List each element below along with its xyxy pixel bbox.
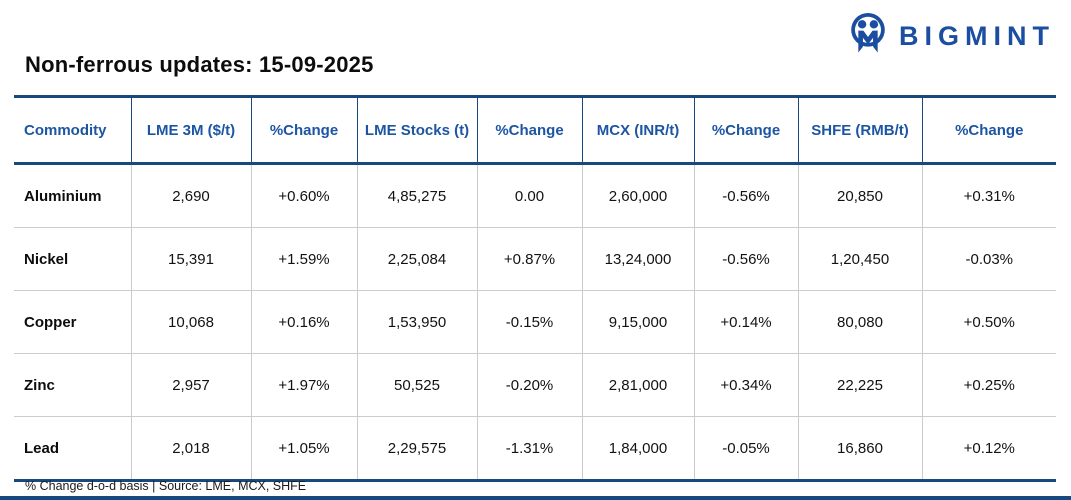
column-header-shfe-change: %Change	[921, 96, 1056, 165]
value-cell: 13,24,000	[581, 227, 694, 291]
footnote: % Change d-o-d basis | Source: LME, MCX,…	[25, 479, 307, 493]
value-cell: +0.31%	[921, 163, 1056, 228]
column-header-mcx: MCX (INR/t)	[581, 96, 694, 165]
table-row: Lead 2,018 +1.05% 2,29,575 -1.31% 1,84,000 -0.…	[14, 416, 1056, 481]
value-cell: 2,29,575	[356, 416, 477, 481]
value-cell: +1.05%	[250, 416, 357, 481]
value-cell: +1.59%	[250, 227, 357, 291]
value-cell: +0.12%	[921, 416, 1056, 481]
value-cell: +0.87%	[476, 227, 582, 291]
value-cell: -0.20%	[476, 353, 582, 417]
column-header-lme-stocks: LME Stocks (t)	[356, 96, 477, 165]
value-cell: 2,25,084	[356, 227, 477, 291]
value-cell: 22,225	[797, 353, 922, 417]
value-cell: +0.34%	[693, 353, 798, 417]
value-cell: +0.16%	[250, 290, 357, 354]
table-body: Aluminium 2,690 +0.60% 4,85,275 0.00 2,60,000…	[14, 163, 1056, 481]
column-header-lme-change: %Change	[250, 96, 357, 165]
value-cell: 20,850	[797, 163, 922, 228]
bottom-accent-bar	[0, 496, 1071, 500]
bigmint-logo: BIGMINT	[847, 10, 1055, 63]
value-cell: 1,20,450	[797, 227, 922, 291]
value-cell: +0.14%	[693, 290, 798, 354]
value-cell: 0.00	[476, 163, 582, 228]
table-row: Nickel 15,391 +1.59% 2,25,084 +0.87% 13,24,00…	[14, 227, 1056, 291]
commodity-cell: Copper	[14, 290, 131, 354]
page-title: Non-ferrous updates: 15-09-2025	[25, 52, 374, 77]
value-cell: 2,957	[130, 353, 251, 417]
column-header-shfe: SHFE (RMB/t)	[797, 96, 922, 165]
value-cell: -0.05%	[693, 416, 798, 481]
bigmint-logo-text: BIGMINT	[899, 21, 1055, 51]
column-header-mcx-change: %Change	[693, 96, 798, 165]
value-cell: +0.60%	[250, 163, 357, 228]
value-cell: 9,15,000	[581, 290, 694, 354]
column-header-lme-3m: LME 3M ($/t)	[130, 96, 251, 165]
table-row: Copper 10,068 +0.16% 1,53,950 -0.15% 9,15,000…	[14, 290, 1056, 354]
commodity-table: Commodity LME 3M ($/t) %Change LME Stock…	[14, 95, 1056, 482]
value-cell: 2,018	[130, 416, 251, 481]
value-cell: 1,84,000	[581, 416, 694, 481]
value-cell: 2,690	[130, 163, 251, 228]
column-header-commodity: Commodity	[14, 96, 131, 165]
value-cell: 10,068	[130, 290, 251, 354]
value-cell: 2,81,000	[581, 353, 694, 417]
value-cell: -0.15%	[476, 290, 582, 354]
value-cell: +0.25%	[921, 353, 1056, 417]
commodity-cell: Nickel	[14, 227, 131, 291]
table-header-row: Commodity LME 3M ($/t) %Change LME Stock…	[14, 96, 1056, 165]
value-cell: -0.56%	[693, 163, 798, 228]
table-row: Zinc 2,957 +1.97% 50,525 -0.20% 2,81,000 +0.34…	[14, 353, 1056, 417]
bigmint-logo-icon	[847, 10, 889, 63]
value-cell: +1.97%	[250, 353, 357, 417]
value-cell: 15,391	[130, 227, 251, 291]
value-cell: -0.56%	[693, 227, 798, 291]
column-header-stocks-change: %Change	[476, 96, 582, 165]
value-cell: 16,860	[797, 416, 922, 481]
commodity-cell: Lead	[14, 416, 131, 481]
value-cell: -1.31%	[476, 416, 582, 481]
value-cell: +0.50%	[921, 290, 1056, 354]
value-cell: 4,85,275	[356, 163, 477, 228]
value-cell: 2,60,000	[581, 163, 694, 228]
commodity-cell: Zinc	[14, 353, 131, 417]
value-cell: -0.03%	[921, 227, 1056, 291]
value-cell: 80,080	[797, 290, 922, 354]
value-cell: 50,525	[356, 353, 477, 417]
table-row: Aluminium 2,690 +0.60% 4,85,275 0.00 2,60,000…	[14, 163, 1056, 228]
value-cell: 1,53,950	[356, 290, 477, 354]
commodity-cell: Aluminium	[24, 187, 102, 205]
